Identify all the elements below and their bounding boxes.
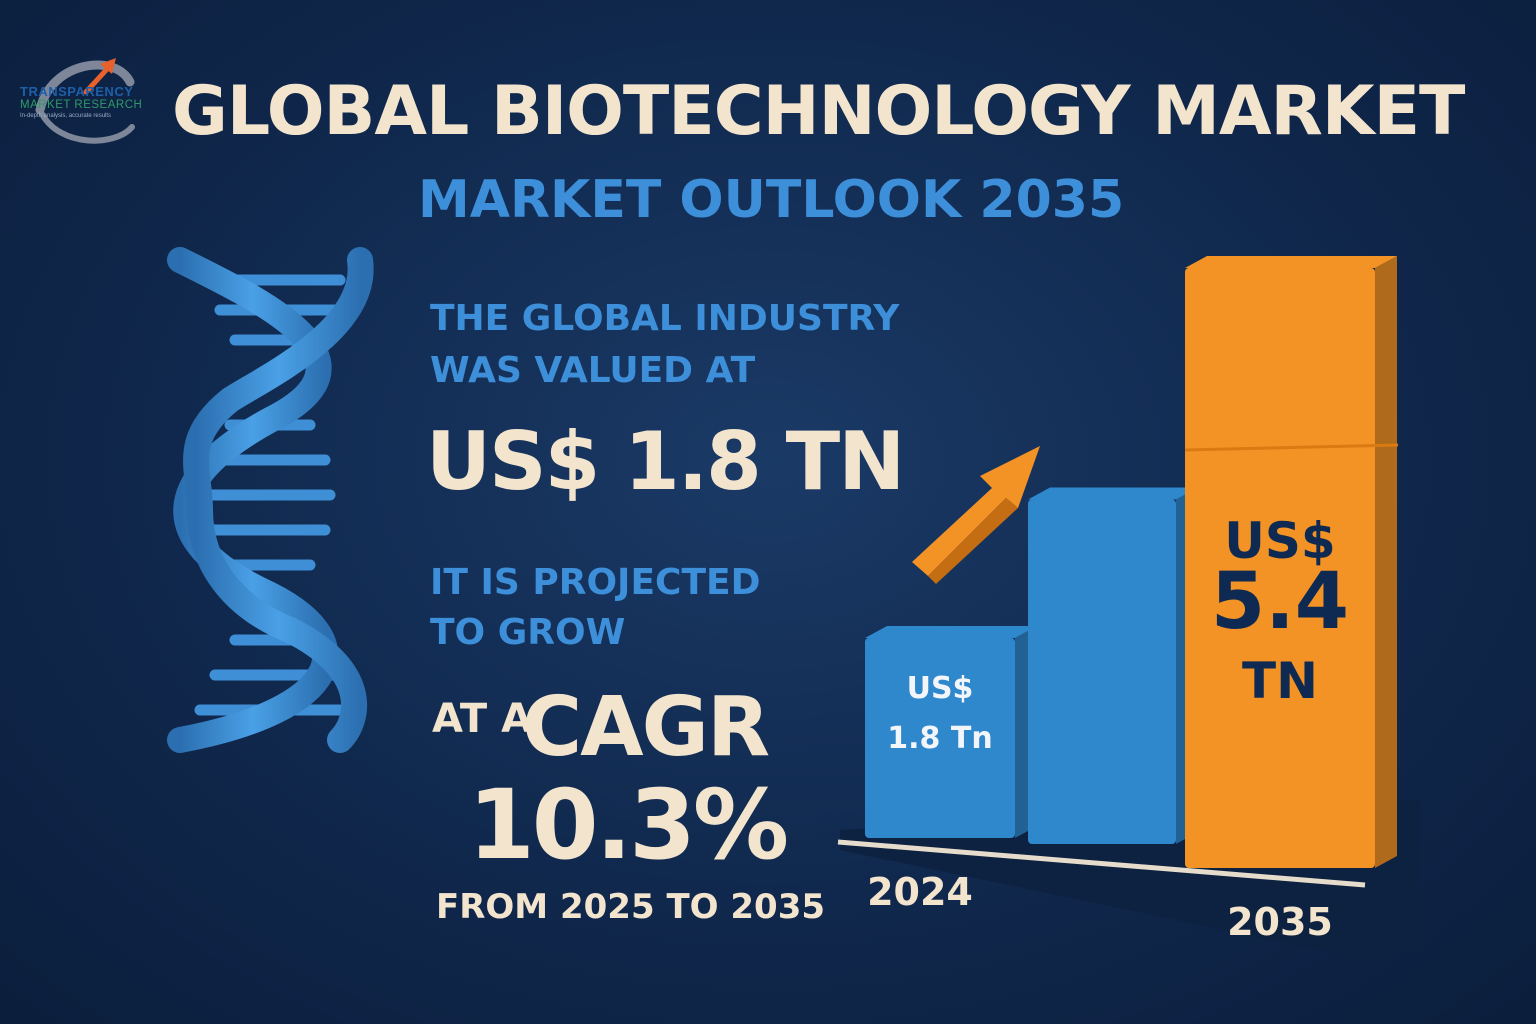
cagr-value: 10.3% (468, 769, 789, 881)
market-size-chart: US$ 1.8 Tn US$ 5.4 TN 2024 2035 (820, 240, 1440, 960)
trend-up-arrow-icon (912, 446, 1040, 584)
projected-text-line2: TO GROW (430, 612, 626, 653)
bar-2 (1185, 268, 1375, 868)
bar-0-top (865, 626, 1037, 638)
bar-0-label-0: US$ (907, 671, 974, 706)
logo-tagline: In-depth analysis, accurate results (20, 113, 112, 119)
bar-2-label-1: 5.4 (1211, 557, 1349, 647)
x-tick-label-0: 2024 (867, 870, 973, 914)
page-title: GLOBAL BIOTECHNOLOGY MARKET (172, 72, 1465, 151)
at-a-text: AT A (432, 696, 533, 742)
value-2024: US$ 1.8 TN (426, 415, 905, 508)
bar-1 (1028, 499, 1176, 844)
page-subtitle: MARKET OUTLOOK 2035 (418, 170, 1125, 230)
logo-line2: MARKET RESEARCH (20, 99, 143, 111)
brand-logo: TRANSPARENCY MARKET RESEARCH In-depth an… (20, 52, 150, 152)
forecast-period: FROM 2025 TO 2035 (436, 887, 826, 927)
dna-helix-icon (140, 240, 400, 760)
bar-2-side (1375, 256, 1397, 868)
valued-text-line2: WAS VALUED AT (430, 350, 756, 391)
bar-1-top (1028, 487, 1198, 500)
bar-0 (865, 638, 1015, 838)
logo-line1: TRANSPARENCY (20, 84, 134, 99)
chart-baseline (837, 839, 1366, 888)
logo-swoosh-icon (35, 58, 135, 144)
x-tick-label-1: 2035 (1227, 900, 1333, 944)
bar-2-top (1185, 256, 1397, 268)
bar-2-label-2: TN (1242, 652, 1318, 710)
bar-2-label-0: US$ (1224, 512, 1335, 570)
bar-0-label-1: 1.8 Tn (887, 721, 992, 756)
cagr-label: CAGR (522, 680, 770, 775)
projected-text-line1: IT IS PROJECTED (430, 562, 761, 603)
bar-2-divider (1184, 443, 1399, 452)
valued-text-line1: THE GLOBAL INDUSTRY (430, 298, 900, 339)
